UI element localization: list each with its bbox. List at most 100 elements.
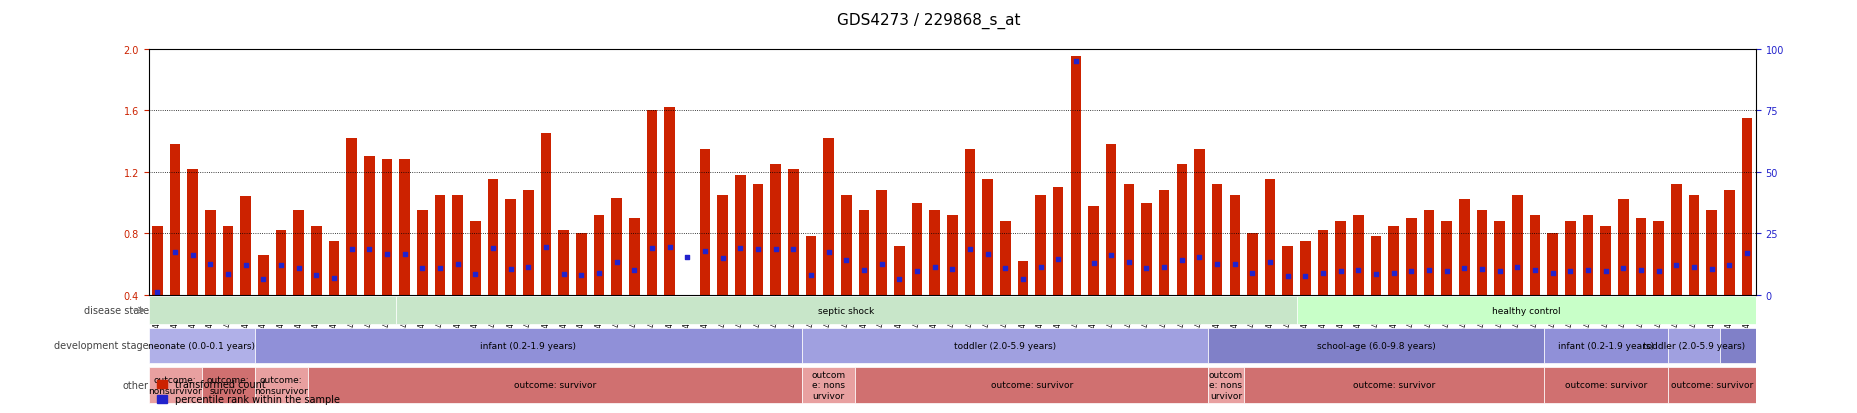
FancyBboxPatch shape — [202, 367, 254, 403]
Point — [160, 249, 189, 256]
Point — [1149, 263, 1179, 270]
Bar — [1140, 203, 1151, 295]
Bar — [1281, 246, 1292, 295]
Point — [1714, 262, 1744, 269]
Bar — [1053, 188, 1062, 295]
Point — [178, 252, 208, 259]
Point — [371, 251, 401, 258]
Bar — [1370, 237, 1380, 295]
Point — [1731, 250, 1760, 256]
Point — [884, 276, 914, 282]
Point — [390, 251, 420, 258]
Text: school-age (6.0-9.8 years): school-age (6.0-9.8 years) — [1317, 341, 1435, 350]
Point — [1467, 266, 1497, 273]
Bar — [752, 185, 763, 295]
Point — [266, 262, 295, 269]
Bar — [928, 211, 940, 295]
Point — [1307, 270, 1337, 276]
Bar — [540, 134, 552, 295]
Bar — [947, 215, 956, 295]
Bar — [188, 169, 199, 295]
Point — [583, 270, 613, 276]
Text: outcome:
nonsurvivor: outcome: nonsurvivor — [149, 375, 202, 395]
Bar — [1512, 195, 1523, 295]
Point — [1396, 268, 1426, 275]
Bar — [717, 195, 728, 295]
Point — [1590, 268, 1619, 275]
Text: outcome: survivor: outcome: survivor — [1352, 380, 1434, 389]
Point — [1079, 260, 1109, 266]
Bar — [1194, 150, 1203, 295]
Point — [1201, 261, 1231, 268]
Point — [1608, 265, 1638, 271]
Point — [1272, 273, 1302, 280]
Text: outcome: survivor: outcome: survivor — [1564, 380, 1645, 389]
Bar — [1352, 215, 1363, 295]
Point — [1660, 262, 1690, 269]
Bar — [559, 230, 568, 295]
Bar — [435, 195, 446, 295]
Point — [1343, 267, 1372, 274]
FancyBboxPatch shape — [1543, 367, 1666, 403]
FancyBboxPatch shape — [149, 367, 202, 403]
Bar — [1458, 200, 1469, 295]
Point — [865, 261, 895, 268]
Bar — [611, 198, 622, 295]
Bar — [1070, 57, 1081, 295]
FancyBboxPatch shape — [254, 328, 802, 363]
Bar — [1123, 185, 1133, 295]
Text: GDS4273 / 229868_s_at: GDS4273 / 229868_s_at — [838, 12, 1019, 28]
Point — [1220, 261, 1250, 268]
Bar — [1653, 221, 1664, 295]
Point — [1432, 268, 1461, 275]
Bar — [1088, 206, 1097, 295]
Bar — [329, 242, 340, 295]
Bar — [771, 165, 780, 295]
Bar — [1422, 211, 1434, 295]
Text: outcome: survivor: outcome: survivor — [513, 380, 596, 389]
FancyBboxPatch shape — [1720, 328, 1755, 363]
FancyBboxPatch shape — [254, 367, 308, 403]
Text: infant (0.2-1.9 years): infant (0.2-1.9 years) — [481, 341, 576, 350]
Bar — [488, 180, 498, 295]
Text: outcome: survivor: outcome: survivor — [990, 380, 1071, 389]
Point — [689, 248, 719, 254]
Point — [1413, 267, 1443, 274]
Point — [954, 247, 984, 253]
Bar — [912, 203, 921, 295]
Text: toddler (2.0-5.9 years): toddler (2.0-5.9 years) — [954, 341, 1055, 350]
Point — [143, 290, 173, 296]
FancyBboxPatch shape — [802, 367, 854, 403]
Point — [548, 271, 578, 278]
Point — [813, 249, 843, 256]
Bar — [1229, 195, 1239, 295]
Bar — [1582, 215, 1593, 295]
Bar — [470, 221, 481, 295]
Bar — [204, 211, 215, 295]
Point — [230, 262, 260, 269]
Bar — [1441, 221, 1452, 295]
Text: outcom
e: nons
urvivor: outcom e: nons urvivor — [812, 370, 845, 400]
Bar — [1528, 215, 1539, 295]
Bar — [646, 111, 657, 295]
Point — [1448, 265, 1478, 271]
FancyBboxPatch shape — [1666, 328, 1720, 363]
Point — [1625, 267, 1655, 274]
Bar — [823, 139, 834, 295]
Bar — [576, 234, 587, 295]
Text: development stage: development stage — [54, 341, 149, 351]
Bar — [1018, 261, 1027, 295]
Text: other: other — [123, 380, 149, 390]
Bar — [505, 200, 516, 295]
Point — [743, 247, 773, 253]
Point — [214, 271, 243, 278]
Point — [1166, 257, 1196, 264]
Bar — [1617, 200, 1629, 295]
Bar — [152, 226, 163, 295]
Point — [1695, 266, 1725, 273]
Point — [1519, 267, 1549, 274]
Point — [1326, 268, 1356, 275]
Point — [618, 267, 648, 274]
Point — [496, 266, 526, 273]
Bar — [964, 150, 975, 295]
